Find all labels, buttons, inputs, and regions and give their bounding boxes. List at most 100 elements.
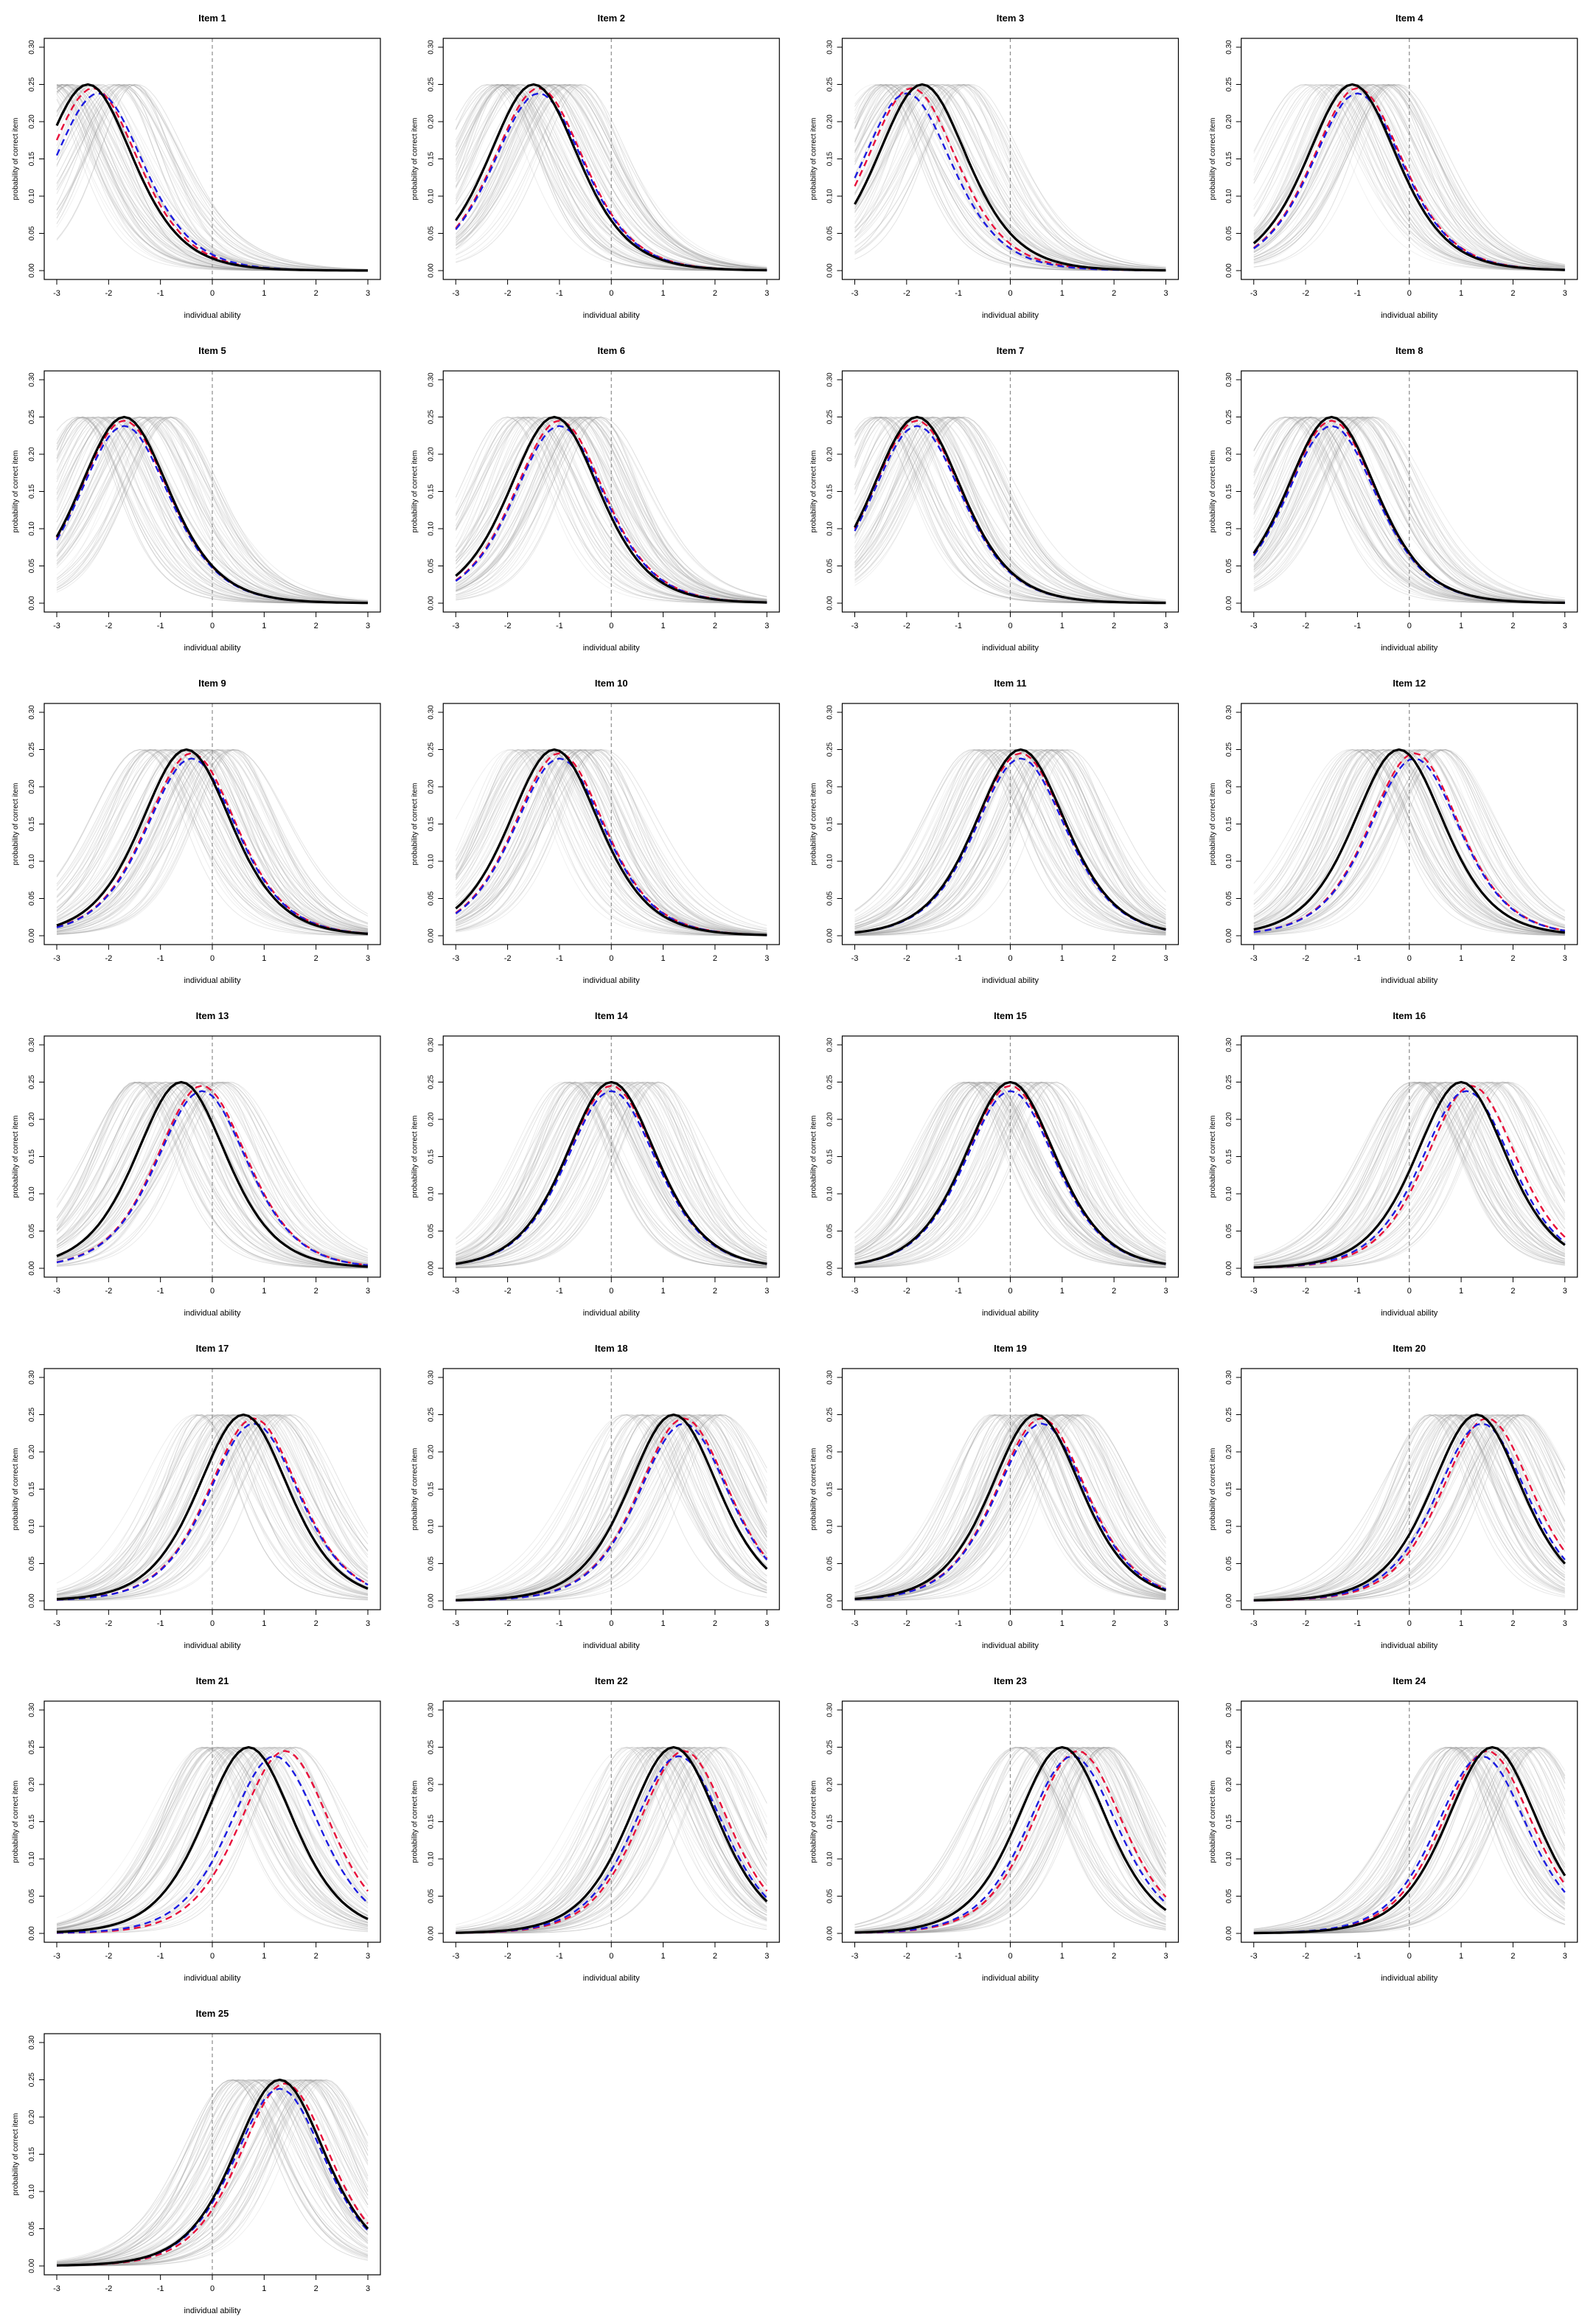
posterior-curve xyxy=(1253,1081,1566,1266)
y-tick-label: 0.15 xyxy=(28,2147,36,2161)
posterior-curve xyxy=(854,748,1166,934)
item-panel: Item 1 -3 -2 -1 0 1 2 3 individual ability 0.00 0.… xyxy=(12,13,381,320)
y-tick-label: 0.05 xyxy=(1225,1223,1233,1238)
x-tick-label: -2 xyxy=(504,622,512,630)
x-tick-label: 0 xyxy=(1008,1619,1012,1628)
y-tick-label: 0.30 xyxy=(28,1037,36,1052)
posterior-curve xyxy=(56,1414,369,1595)
posterior-curve xyxy=(455,83,767,269)
black-solid-curve xyxy=(1253,1413,1567,1602)
x-axis-label: individual ability xyxy=(1381,311,1438,320)
posterior-curve xyxy=(1253,1746,1566,1933)
panel-title: Item 11 xyxy=(994,678,1026,689)
posterior-curve xyxy=(56,1414,369,1600)
red-dashed-curve xyxy=(1253,1750,1566,1934)
y-tick-label: 0.25 xyxy=(1225,742,1233,757)
x-tick-label: -3 xyxy=(53,2284,60,2293)
x-tick-label: -3 xyxy=(53,1619,60,1628)
x-tick-label: 0 xyxy=(1008,1952,1012,1961)
x-tick-label: 3 xyxy=(1563,289,1567,298)
posterior-curve xyxy=(456,1747,767,1932)
posterior-curve xyxy=(456,1746,767,1933)
posterior-curve xyxy=(1253,1747,1566,1932)
posterior-curve xyxy=(1253,1414,1565,1599)
x-tick-label: -3 xyxy=(851,954,859,963)
x-tick-label: -1 xyxy=(1354,954,1362,963)
black-solid-curve xyxy=(56,1080,369,1268)
x-tick-label: -3 xyxy=(53,1287,60,1296)
posterior-curve xyxy=(1253,749,1565,933)
posterior-curve xyxy=(56,1747,369,1930)
posterior-curve xyxy=(56,1414,369,1597)
x-tick-label: -2 xyxy=(903,622,910,630)
x-tick-label: 2 xyxy=(713,1952,717,1961)
posterior-curve xyxy=(854,1747,1166,1933)
y-tick-label: 0.30 xyxy=(427,372,435,387)
posterior-curve xyxy=(56,417,369,602)
posterior-curve xyxy=(1253,1082,1565,1267)
posterior-curve xyxy=(854,1414,1166,1599)
x-tick-label: -3 xyxy=(53,622,60,630)
posterior-curve xyxy=(456,1081,767,1268)
posterior-curve xyxy=(456,1414,767,1599)
y-tick-label: 0.10 xyxy=(427,189,435,204)
posterior-curve xyxy=(1253,1081,1565,1266)
x-tick-label: 0 xyxy=(210,1619,215,1628)
posterior-curve xyxy=(854,417,1166,602)
posterior-curve xyxy=(57,1746,369,1934)
x-tick-label: -1 xyxy=(556,1952,563,1961)
y-axis-label: probability of correct item xyxy=(411,1116,419,1198)
posterior-curve xyxy=(1253,83,1565,265)
posterior-curve xyxy=(456,749,767,932)
posterior-curve xyxy=(455,417,767,604)
black-solid-curve xyxy=(456,1745,768,1934)
posterior-curve xyxy=(1253,1747,1566,1930)
x-tick-label: -3 xyxy=(452,954,459,963)
posterior-curve xyxy=(854,1746,1166,1934)
x-tick-label: 1 xyxy=(262,622,266,630)
posterior-curve xyxy=(56,1082,369,1268)
x-tick-label: 0 xyxy=(1008,622,1012,630)
posterior-curve xyxy=(1253,417,1565,602)
y-axis-label: probability of correct item xyxy=(12,1448,20,1531)
x-tick-label: 3 xyxy=(366,2284,370,2293)
posterior-curve xyxy=(56,749,369,936)
posterior-curve xyxy=(56,1414,369,1599)
posterior-curve xyxy=(1253,1414,1566,1602)
blue-dashed-curve xyxy=(56,1422,369,1601)
panel-title: Item 25 xyxy=(196,2008,229,2019)
y-tick-label: 0.25 xyxy=(28,1739,36,1754)
posterior-curve xyxy=(854,1414,1166,1593)
y-tick-label: 0.05 xyxy=(427,891,435,905)
posterior-curve xyxy=(1253,749,1566,934)
posterior-curve xyxy=(56,1082,369,1267)
y-tick-label: 0.05 xyxy=(28,2221,36,2236)
posterior-curve xyxy=(854,1082,1166,1264)
posterior-curve xyxy=(1253,84,1565,268)
posterior-curve xyxy=(56,416,368,604)
x-tick-label: 2 xyxy=(1510,289,1515,298)
posterior-curve xyxy=(1253,1414,1566,1599)
posterior-curve xyxy=(1253,1082,1566,1267)
posterior-curve xyxy=(56,84,369,271)
posterior-curve xyxy=(854,1747,1166,1934)
panel-title: Item 20 xyxy=(1393,1343,1426,1354)
posterior-curve xyxy=(56,749,369,934)
posterior-curve xyxy=(854,748,1166,934)
black-solid-curve xyxy=(1253,1080,1566,1269)
panel-title: Item 19 xyxy=(994,1343,1027,1354)
red-dashed-curve xyxy=(854,1750,1167,1934)
y-tick-label: 0.05 xyxy=(28,891,36,905)
x-axis-label: individual ability xyxy=(982,644,1039,653)
posterior-curve xyxy=(56,417,369,603)
posterior-curve xyxy=(56,416,369,602)
y-axis-label: probability of correct item xyxy=(12,451,20,533)
y-axis-label: probability of correct item xyxy=(810,451,818,533)
posterior-curve xyxy=(854,1747,1166,1933)
posterior-curve xyxy=(456,417,767,601)
posterior-curve xyxy=(456,1747,767,1930)
posterior-curve xyxy=(456,1081,767,1266)
posterior-curve xyxy=(456,1082,767,1265)
panel-title: Item 9 xyxy=(198,678,226,689)
x-tick-label: 0 xyxy=(609,622,613,630)
